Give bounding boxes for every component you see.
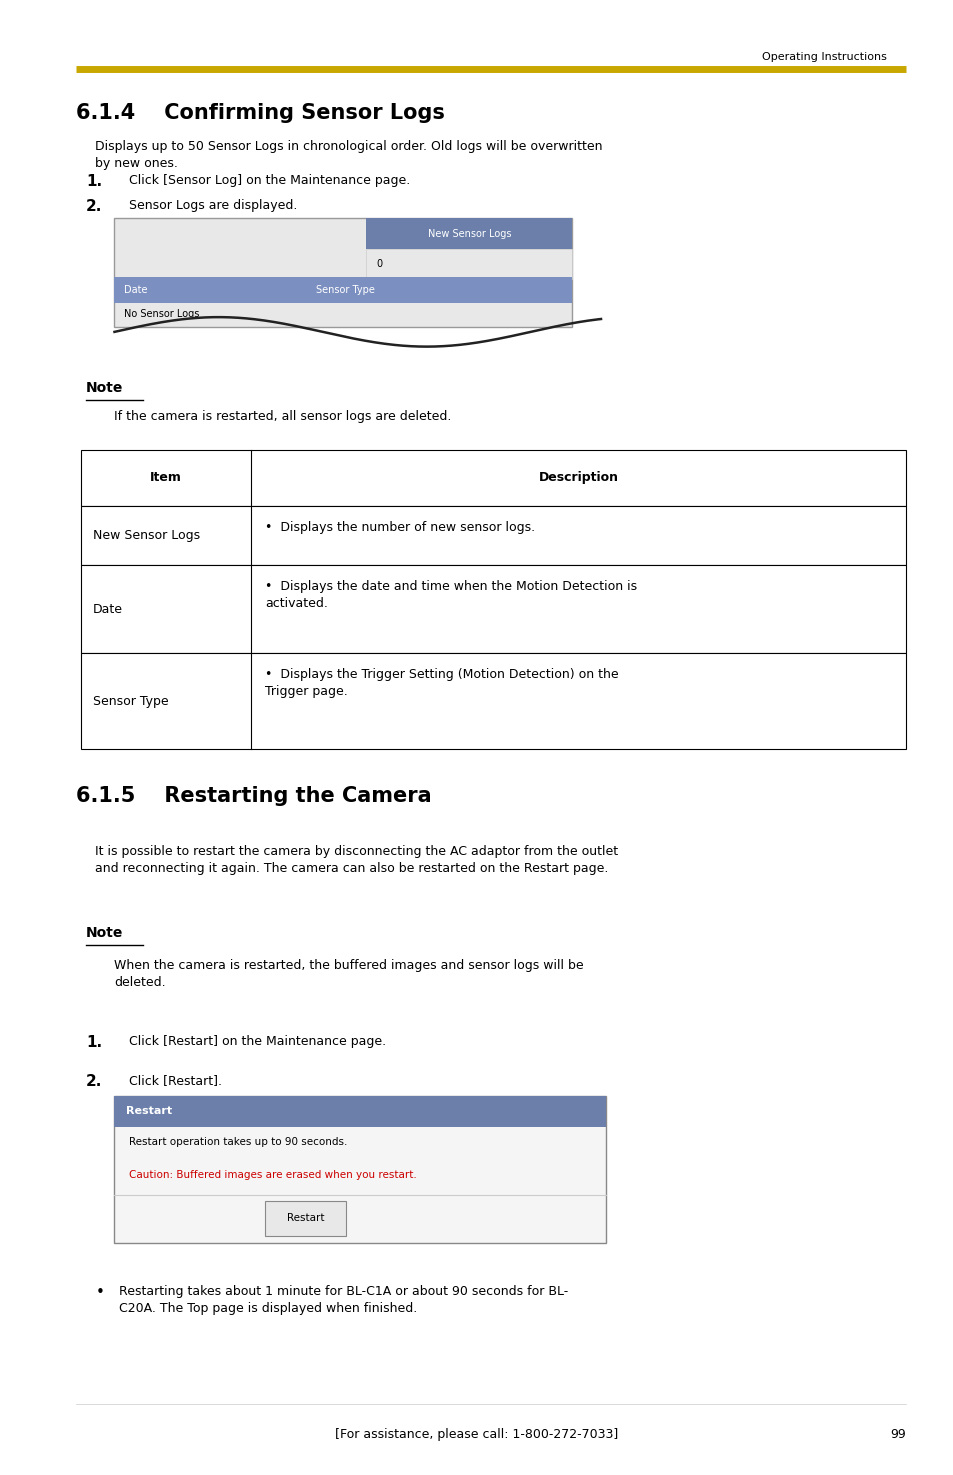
FancyBboxPatch shape xyxy=(81,506,905,565)
FancyBboxPatch shape xyxy=(81,653,905,749)
FancyBboxPatch shape xyxy=(366,218,572,249)
Text: •  Displays the date and time when the Motion Detection is
activated.: • Displays the date and time when the Mo… xyxy=(265,580,637,609)
Text: 6.1.4    Confirming Sensor Logs: 6.1.4 Confirming Sensor Logs xyxy=(76,103,445,124)
Text: No Sensor Logs: No Sensor Logs xyxy=(124,310,199,320)
FancyBboxPatch shape xyxy=(114,277,572,304)
Text: Click [Restart].: Click [Restart]. xyxy=(129,1074,221,1087)
Text: •  Displays the number of new sensor logs.: • Displays the number of new sensor logs… xyxy=(265,521,535,534)
FancyBboxPatch shape xyxy=(265,1201,345,1236)
Text: Item: Item xyxy=(150,472,182,484)
Text: If the camera is restarted, all sensor logs are deleted.: If the camera is restarted, all sensor l… xyxy=(114,410,452,423)
Text: 99: 99 xyxy=(889,1428,905,1441)
FancyBboxPatch shape xyxy=(81,565,905,653)
Text: 2.: 2. xyxy=(86,199,102,214)
Text: Click [Restart] on the Maintenance page.: Click [Restart] on the Maintenance page. xyxy=(129,1035,386,1049)
Text: Sensor Logs are displayed.: Sensor Logs are displayed. xyxy=(129,199,296,212)
Text: 6.1.5    Restarting the Camera: 6.1.5 Restarting the Camera xyxy=(76,786,432,807)
Text: It is possible to restart the camera by disconnecting the AC adaptor from the ou: It is possible to restart the camera by … xyxy=(95,845,618,875)
Text: Date: Date xyxy=(124,285,148,295)
Text: Operating Instructions: Operating Instructions xyxy=(761,52,886,62)
Text: •: • xyxy=(95,1285,105,1299)
Text: Restart operation takes up to 90 seconds.: Restart operation takes up to 90 seconds… xyxy=(129,1137,347,1148)
Text: Note: Note xyxy=(86,381,123,394)
Text: [For assistance, please call: 1-800-272-7033]: [For assistance, please call: 1-800-272-… xyxy=(335,1428,618,1441)
Text: Sensor Type: Sensor Type xyxy=(92,695,168,708)
Text: New Sensor Logs: New Sensor Logs xyxy=(92,530,199,541)
Text: Restarting takes about 1 minute for BL-C1A or about 90 seconds for BL-
C20A. The: Restarting takes about 1 minute for BL-C… xyxy=(119,1285,568,1314)
Text: Displays up to 50 Sensor Logs in chronological order. Old logs will be overwritt: Displays up to 50 Sensor Logs in chronol… xyxy=(95,140,602,170)
Text: Restart: Restart xyxy=(286,1214,324,1223)
Text: 1.: 1. xyxy=(86,174,102,189)
Text: Restart: Restart xyxy=(126,1106,172,1117)
Text: Sensor Type: Sensor Type xyxy=(316,285,375,295)
FancyBboxPatch shape xyxy=(114,1096,605,1127)
FancyBboxPatch shape xyxy=(366,249,572,279)
Text: 0: 0 xyxy=(375,260,381,268)
Text: 2.: 2. xyxy=(86,1074,102,1089)
Text: Click [Sensor Log] on the Maintenance page.: Click [Sensor Log] on the Maintenance pa… xyxy=(129,174,410,187)
Text: When the camera is restarted, the buffered images and sensor logs will be
delete: When the camera is restarted, the buffer… xyxy=(114,959,583,988)
Text: •  Displays the Trigger Setting (Motion Detection) on the
Trigger page.: • Displays the Trigger Setting (Motion D… xyxy=(265,668,618,698)
Text: Description: Description xyxy=(538,472,618,484)
Text: Date: Date xyxy=(92,603,122,615)
Text: 1.: 1. xyxy=(86,1035,102,1050)
Text: Note: Note xyxy=(86,926,123,940)
FancyBboxPatch shape xyxy=(81,450,905,506)
FancyBboxPatch shape xyxy=(114,1096,605,1243)
Text: New Sensor Logs: New Sensor Logs xyxy=(427,229,511,239)
Text: Caution: Buffered images are erased when you restart.: Caution: Buffered images are erased when… xyxy=(129,1170,416,1180)
FancyBboxPatch shape xyxy=(114,218,572,327)
